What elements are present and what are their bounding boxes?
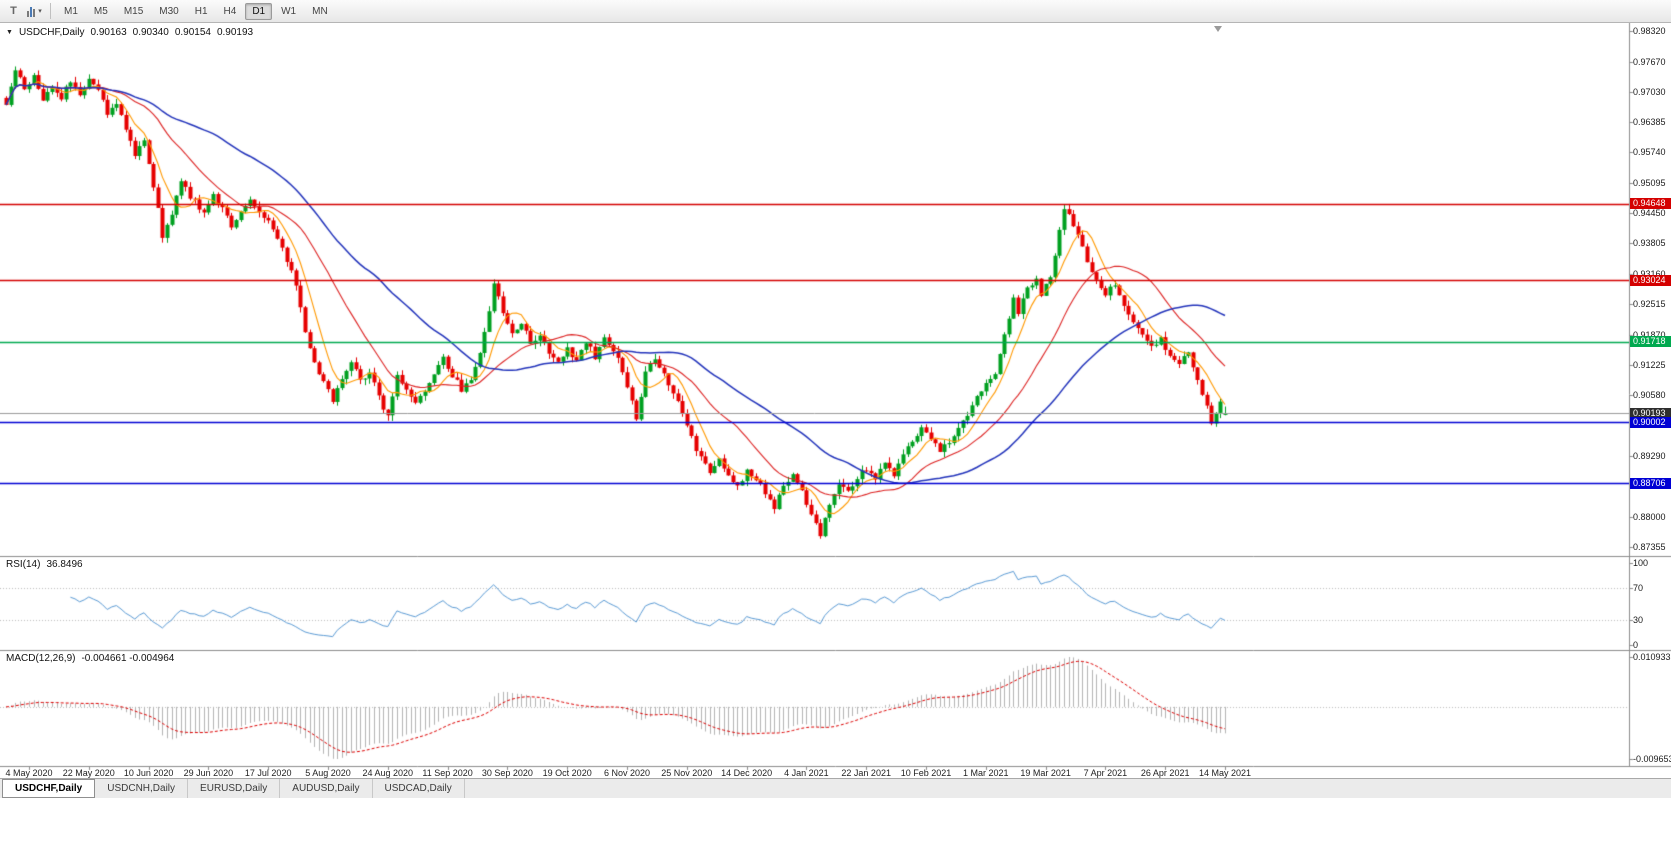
chart-tab-usdcnh[interactable]: USDCNH,Daily [95, 779, 189, 798]
date-axis-label: 14 Dec 2020 [721, 768, 773, 778]
rsi-value: 36.8496 [46, 559, 83, 570]
rsi-axis-label: 30 [1633, 615, 1644, 626]
date-axis-label: 4 Jan 2021 [784, 768, 829, 778]
chart-tab-audusd[interactable]: AUDUSD,Daily [280, 779, 373, 798]
timeframe-button-m5[interactable]: M5 [93, 5, 108, 17]
symbol-label: USDCHF,Daily [18, 27, 85, 38]
ohlc-close: 0.90193 [216, 27, 254, 38]
toolbar: T ▾ M1 M5 M15 M30 H1 H4 D1 W1 MN [0, 0, 1671, 23]
rsi-axis-label: 70 [1633, 582, 1644, 593]
price-line-label: 0.90193 [1630, 407, 1671, 419]
price-axis-tick-label: 0.98320 [1633, 26, 1666, 36]
price-axis-tick-label: 0.93805 [1633, 238, 1666, 249]
date-axis-label: 29 Jun 2020 [183, 768, 234, 778]
rsi-label: RSI(14) [6, 559, 41, 570]
timeframe-button-h4[interactable]: H4 [223, 5, 237, 17]
macd-values: -0.004661 -0.004964 [81, 653, 175, 664]
chart-tab-eurusd[interactable]: EURUSD,Daily [188, 779, 281, 798]
price-axis-tick-label: 0.95095 [1633, 177, 1666, 188]
price-line-label: 0.94648 [1630, 198, 1671, 210]
date-axis-label: 10 Feb 2021 [900, 768, 952, 778]
price-axis-tick-label: 0.93160 [1633, 269, 1666, 279]
macd-panel-title: MACD(12,26,9) -0.004661 -0.004964 [6, 653, 174, 664]
macd-axis-label: 0.010933 [1633, 652, 1671, 662]
timeframe-button-w1[interactable]: W1 [281, 5, 297, 17]
rsi-axis-label: 100 [1633, 558, 1649, 568]
template-tool-button[interactable]: T [3, 2, 24, 21]
indicators-icon [27, 6, 36, 17]
price-axis-tick-label: 0.88000 [1633, 511, 1666, 522]
price-axis-tick-label: 0.91225 [1633, 359, 1666, 370]
date-axis-label: 7 Apr 2021 [1083, 768, 1128, 778]
timeframe-button-m30[interactable]: M30 [159, 5, 179, 17]
chart-tabs-bar: USDCHF,Daily USDCNH,Daily EURUSD,Daily AUDU… [0, 778, 1671, 798]
date-axis-label: 19 Mar 2021 [1020, 768, 1071, 778]
date-axis-label: 1 Mar 2021 [963, 768, 1009, 778]
chart-canvas[interactable] [0, 23, 1671, 778]
rsi-axis-label: 0 [1633, 640, 1639, 650]
price-line-label: 0.90002 [1630, 416, 1671, 428]
timeframe-button-m15[interactable]: M15 [123, 5, 144, 17]
macd-label: MACD(12,26,9) [6, 653, 76, 664]
ohlc-low: 0.90154 [174, 27, 211, 38]
date-axis-label: 22 May 2020 [62, 768, 115, 778]
timeframe-button-d1[interactable]: D1 [245, 2, 273, 20]
date-axis-label: 26 Apr 2021 [1140, 768, 1190, 778]
date-axis-label: 4 May 2020 [5, 768, 53, 778]
chart-shift-marker[interactable] [1214, 26, 1222, 32]
price-line-label: 0.93024 [1630, 274, 1671, 286]
price-line-label: 0.91718 [1630, 336, 1671, 348]
timeframe-button-mn[interactable]: MN [312, 5, 328, 17]
timeframe-button-m1[interactable]: M1 [64, 5, 78, 17]
date-axis-label: 22 Jan 2021 [841, 768, 891, 778]
price-axis-tick-label: 0.96385 [1633, 117, 1666, 128]
chart-tab-usdchf[interactable]: USDCHF,Daily [2, 779, 96, 798]
ohlc-open: 0.90163 [90, 27, 127, 38]
window-bottom-area [0, 798, 1671, 853]
macd-axis-label: -0.009653 [1633, 754, 1671, 764]
indicators-tool-button[interactable]: ▾ [24, 2, 45, 21]
timeframe-button-h1[interactable]: H1 [194, 5, 208, 17]
date-axis-label: 24 Aug 2020 [362, 768, 414, 778]
price-axis-tick-label: 0.89290 [1633, 450, 1666, 461]
date-axis-label: 30 Sep 2020 [481, 768, 533, 778]
collapse-triangle-icon[interactable]: ▼ [6, 29, 13, 36]
date-axis-label: 19 Oct 2020 [542, 768, 592, 778]
price-axis-tick-label: 0.95740 [1633, 147, 1666, 158]
toolbar-separator [50, 3, 51, 19]
dropdown-caret-icon: ▾ [38, 8, 42, 15]
price-axis-tick-label: 0.94450 [1633, 208, 1666, 219]
price-line-label: 0.88706 [1630, 477, 1671, 489]
ohlc-high: 0.90340 [132, 27, 169, 38]
price-axis-tick-label: 0.91870 [1633, 329, 1666, 340]
date-axis-label: 25 Nov 2020 [661, 768, 713, 778]
date-axis-label: 5 Aug 2020 [305, 768, 351, 778]
price-axis-tick-label: 0.87355 [1633, 542, 1666, 552]
price-axis-tick-label: 0.92515 [1633, 299, 1666, 310]
date-axis-label: 14 May 2021 [1198, 768, 1252, 778]
rsi-panel-title: RSI(14) 36.8496 [6, 559, 83, 570]
price-axis-tick-label: 0.90580 [1633, 390, 1666, 401]
chart-symbol-header: ▼ USDCHF,Daily 0.90163 0.90340 0.90154 0… [6, 27, 253, 38]
price-axis-tick-label: 0.97030 [1633, 86, 1666, 97]
date-axis-label: 11 Sep 2020 [422, 768, 473, 778]
date-axis-label: 17 Jul 2020 [244, 768, 292, 778]
chart-tab-usdcad[interactable]: USDCAD,Daily [373, 779, 465, 798]
date-axis-label: 6 Nov 2020 [603, 768, 651, 778]
template-icon: T [10, 5, 17, 17]
price-axis-tick-label: 0.97670 [1633, 56, 1666, 67]
timeframe-buttons: M1 M5 M15 M30 H1 H4 D1 W1 MN [56, 2, 336, 20]
date-axis-label: 10 Jun 2020 [123, 768, 174, 778]
chart-area: ▼ USDCHF,Daily 0.90163 0.90340 0.90154 0… [0, 23, 1671, 778]
